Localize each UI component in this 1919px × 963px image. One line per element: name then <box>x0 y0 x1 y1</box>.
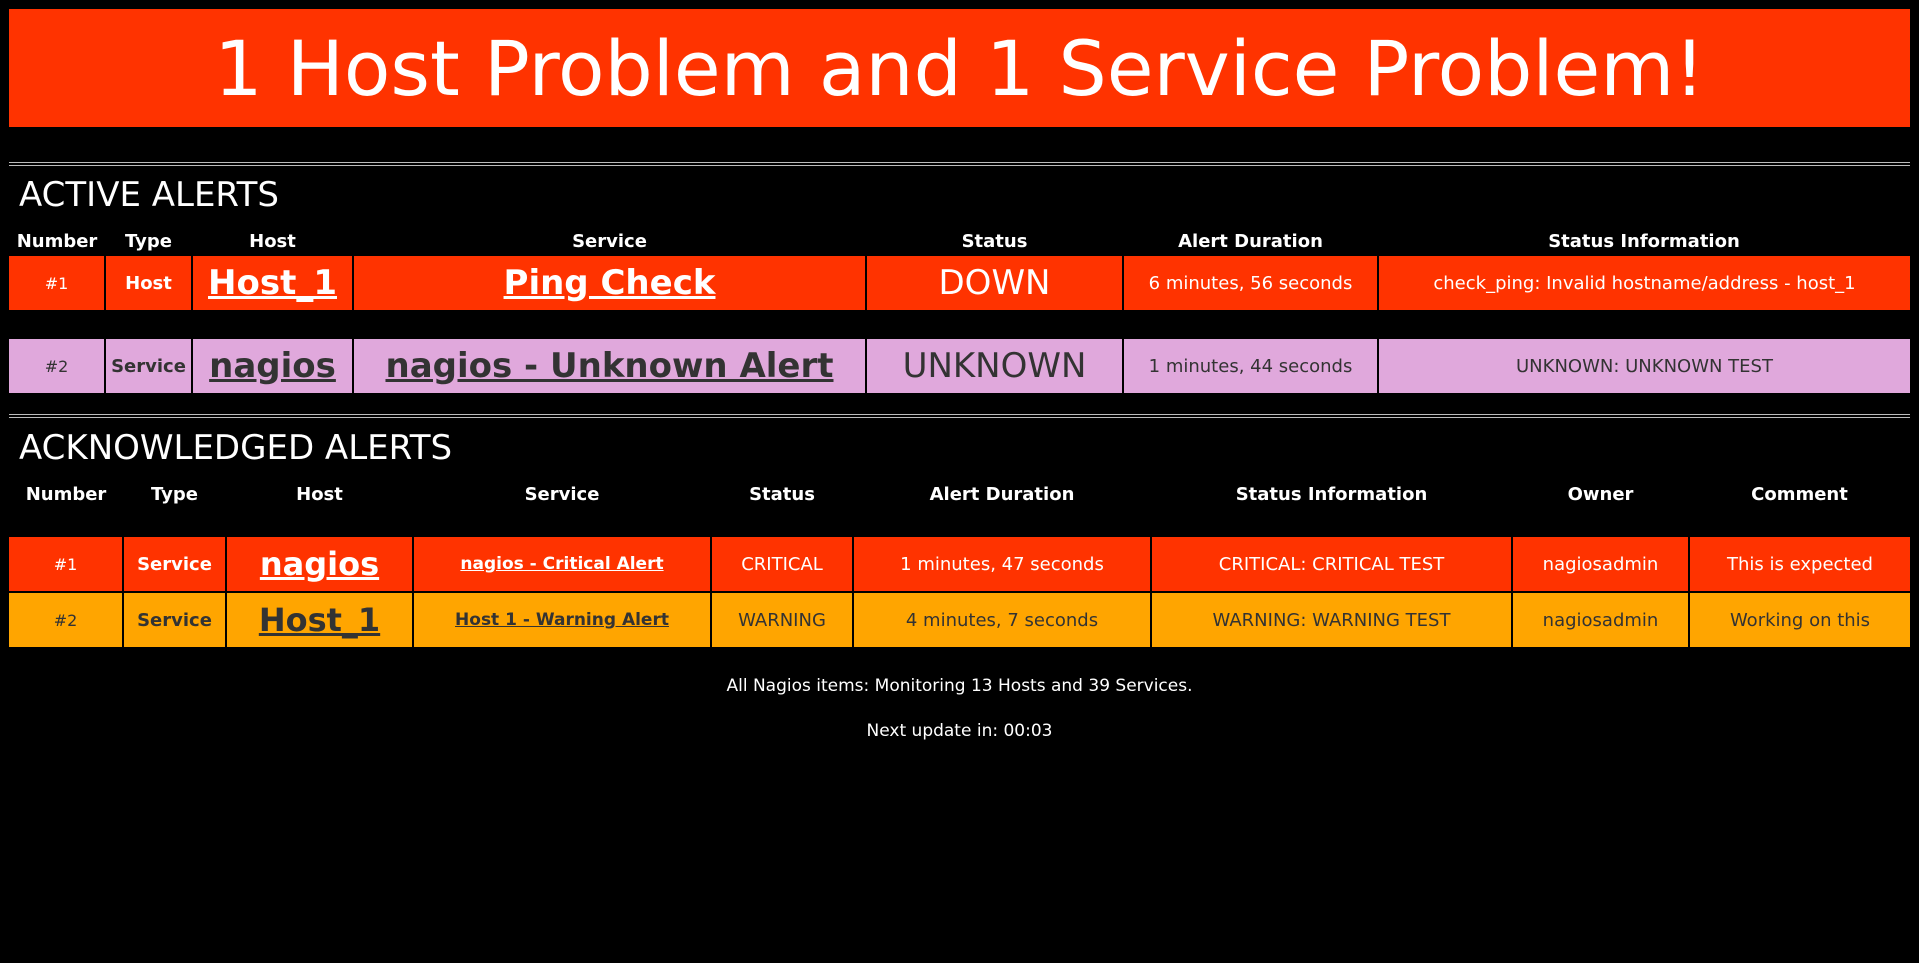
problem-summary-title: 1 Host Problem and 1 Service Problem! <box>214 23 1705 113</box>
alert-host-link[interactable]: nagios <box>209 346 336 386</box>
active-alerts-table: Number Type Host Service Status Alert Du… <box>9 228 1910 395</box>
col-header-status: Status <box>961 230 1028 252</box>
col-header-alert-duration: Alert Duration <box>1178 230 1323 252</box>
col-header-status: Status <box>749 484 815 505</box>
alert-duration: 4 minutes, 7 seconds <box>852 591 1152 649</box>
acknowledged-alerts-table: Number Type Host Service Status Alert Du… <box>9 481 1910 649</box>
active-alert-row: #2 Service nagios nagios - Unknown Alert… <box>9 337 1910 395</box>
alert-host-link[interactable]: Host_1 <box>258 601 381 639</box>
alert-service-link[interactable]: Host 1 - Warning Alert <box>455 610 669 630</box>
alert-number: #1 <box>9 254 106 312</box>
acknowledged-alerts-header-row: Number Type Host Service Status Alert Du… <box>9 481 1910 508</box>
acknowledged-alert-row: #2 Service Host_1 Host 1 - Warning Alert… <box>9 591 1910 649</box>
alert-type: Service <box>122 535 227 593</box>
alert-status: DOWN <box>865 254 1124 312</box>
col-header-owner: Owner <box>1567 484 1634 505</box>
header-spacer <box>9 508 1910 536</box>
alert-duration: 1 minutes, 47 seconds <box>852 535 1152 593</box>
col-header-type: Type <box>151 484 198 505</box>
col-header-number: Number <box>25 484 107 505</box>
alert-owner: nagiosadmin <box>1511 591 1690 649</box>
col-header-alert-duration: Alert Duration <box>929 484 1075 505</box>
col-header-service: Service <box>524 484 600 505</box>
alert-number: #2 <box>9 591 124 649</box>
active-alert-row: #1 Host Host_1 Ping Check DOWN 6 minutes… <box>9 254 1910 312</box>
col-header-comment: Comment <box>1751 484 1848 505</box>
alert-status-info: WARNING: WARNING TEST <box>1150 591 1513 649</box>
alert-status-info: CRITICAL: CRITICAL TEST <box>1150 535 1513 593</box>
alert-status: WARNING <box>710 591 854 649</box>
alert-service-link[interactable]: Ping Check <box>503 263 716 303</box>
alert-service-link[interactable]: nagios - Critical Alert <box>460 554 664 574</box>
alert-status: CRITICAL <box>710 535 854 593</box>
alert-number: #1 <box>9 535 124 593</box>
alert-type: Service <box>122 591 227 649</box>
alert-duration: 1 minutes, 44 seconds <box>1122 337 1379 395</box>
col-header-host: Host <box>296 484 343 505</box>
col-header-type: Type <box>125 230 172 252</box>
alert-status-info: check_ping: Invalid hostname/address - h… <box>1377 254 1910 312</box>
acknowledged-alerts-heading: ACKNOWLEDGED ALERTS <box>19 428 453 468</box>
next-update-countdown: Next update in: 00:03 <box>866 721 1053 741</box>
section-divider <box>9 414 1910 418</box>
row-spacer <box>9 311 1910 338</box>
active-alerts-heading: ACTIVE ALERTS <box>19 175 279 215</box>
alert-status: UNKNOWN <box>865 337 1124 395</box>
alert-duration: 6 minutes, 56 seconds <box>1122 254 1379 312</box>
alert-host-link[interactable]: nagios <box>259 545 380 583</box>
col-header-number: Number <box>16 230 98 252</box>
col-header-status-information: Status Information <box>1548 230 1740 252</box>
alert-host-link[interactable]: Host_1 <box>208 263 337 303</box>
alert-owner: nagiosadmin <box>1511 535 1690 593</box>
active-alerts-header-row: Number Type Host Service Status Alert Du… <box>9 228 1910 255</box>
alert-status-info: UNKNOWN: UNKNOWN TEST <box>1377 337 1910 395</box>
alert-number: #2 <box>9 337 106 395</box>
alert-type: Service <box>104 337 193 395</box>
alert-comment: This is expected <box>1688 535 1910 593</box>
section-divider <box>9 162 1910 166</box>
alert-comment: Working on this <box>1688 591 1910 649</box>
col-header-host: Host <box>249 230 296 252</box>
acknowledged-alert-row: #1 Service nagios nagios - Critical Aler… <box>9 535 1910 593</box>
problem-banner: 1 Host Problem and 1 Service Problem! <box>9 9 1910 127</box>
col-header-service: Service <box>572 230 647 252</box>
alert-type: Host <box>104 254 193 312</box>
col-header-status-information: Status Information <box>1235 484 1428 505</box>
monitoring-summary: All Nagios items: Monitoring 13 Hosts an… <box>726 676 1193 696</box>
alert-service-link[interactable]: nagios - Unknown Alert <box>385 346 834 386</box>
